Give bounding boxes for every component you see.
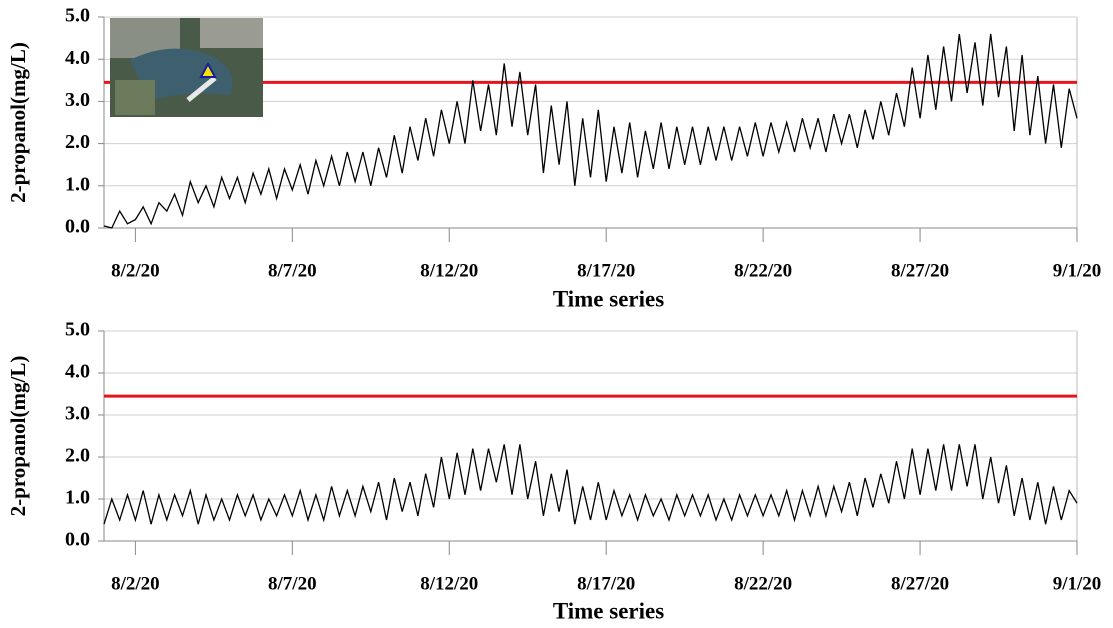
inset-map (110, 18, 263, 117)
x-tick-label: 8/12/20 (420, 260, 478, 281)
map-port (200, 18, 263, 48)
y-tick-label: 2.0 (65, 131, 90, 153)
data-line (103, 33, 1078, 229)
x-tick-label: 9/1/20 (1053, 573, 1102, 594)
x-tick-label: 8/27/20 (891, 573, 949, 594)
x-tick-label: 8/2/20 (111, 573, 160, 594)
x-axis-title: Time series (553, 598, 664, 623)
y-tick-label: 1.0 (65, 173, 90, 195)
y-tick-label: 4.0 (65, 47, 90, 69)
y-tick-label: 4.0 (65, 361, 90, 383)
y-tick-label: 5.0 (65, 5, 90, 27)
y-tick-label: 2.0 (65, 445, 90, 467)
x-tick-label: 8/22/20 (734, 260, 792, 281)
x-tick-label: 8/7/20 (268, 260, 317, 281)
data-line (103, 444, 1078, 525)
y-tick-label: 1.0 (65, 487, 90, 509)
x-tick-label: 8/2/20 (111, 260, 160, 281)
x-tick-label: 8/17/20 (577, 260, 635, 281)
x-tick-label: 8/27/20 (891, 260, 949, 281)
y-axis-title: 2-propanol(mg/L) (6, 42, 30, 203)
map-hill (115, 80, 155, 115)
x-tick-label: 9/1/20 (1053, 260, 1102, 281)
x-axis-title: Time series (553, 286, 664, 311)
x-tick-label: 8/22/20 (734, 573, 792, 594)
x-tick-label: 8/17/20 (577, 573, 635, 594)
y-tick-label: 3.0 (65, 89, 90, 111)
y-tick-label: 0.0 (65, 529, 90, 551)
y-tick-label: 3.0 (65, 403, 90, 425)
x-tick-label: 8/12/20 (420, 573, 478, 594)
x-tick-label: 8/7/20 (268, 573, 317, 594)
map-marker (199, 61, 217, 78)
y-axis-title: 2-propanol(mg/L) (6, 356, 30, 517)
y-tick-label: 0.0 (65, 216, 90, 238)
map-pier (186, 76, 217, 102)
y-tick-label: 5.0 (65, 319, 90, 341)
